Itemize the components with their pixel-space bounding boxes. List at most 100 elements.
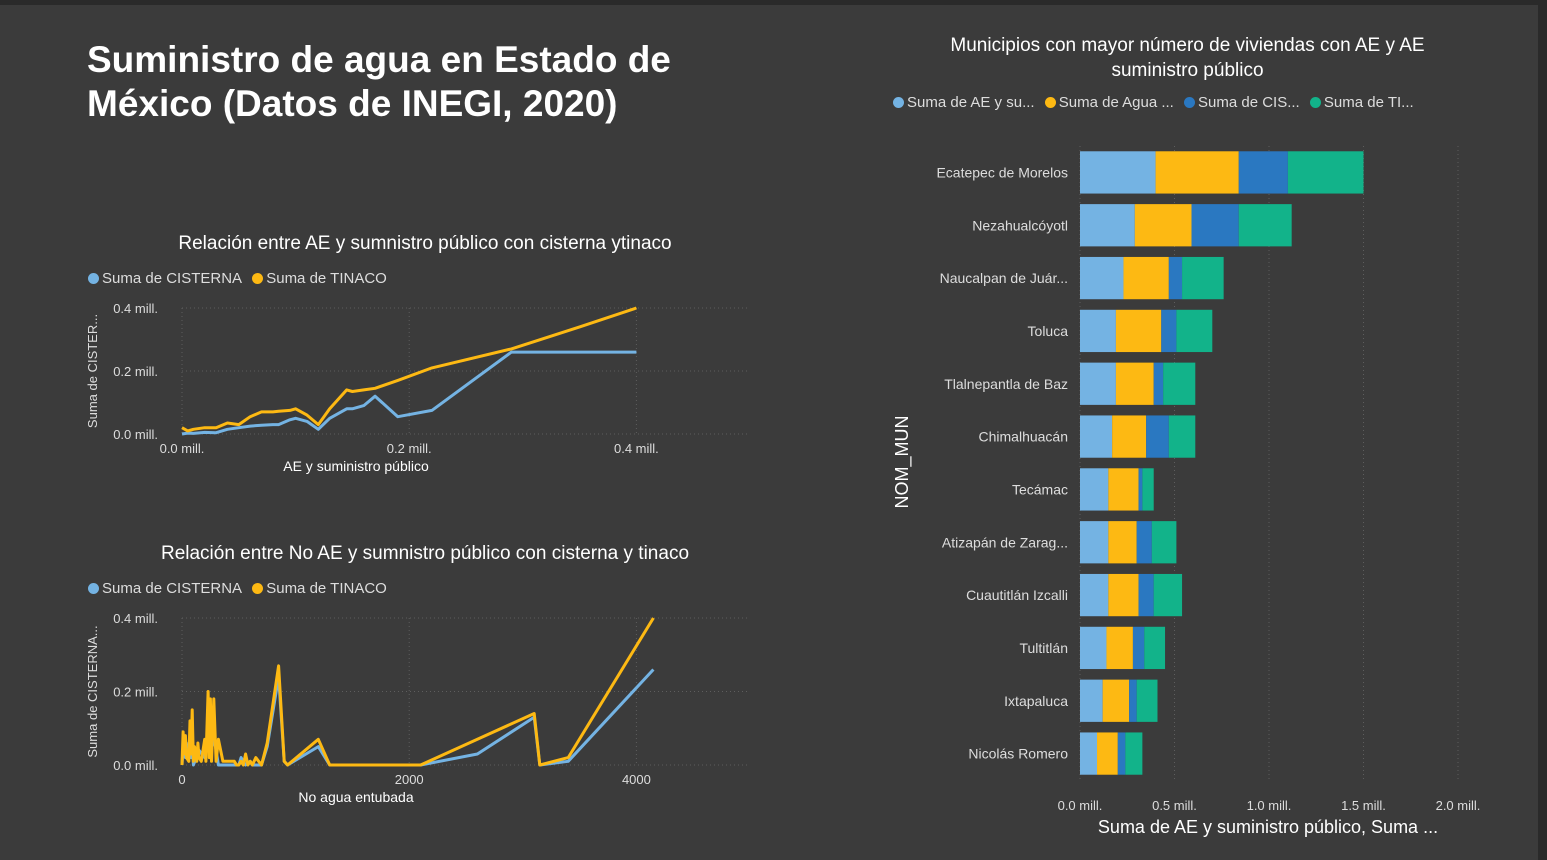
bar-segment-3 bbox=[1163, 362, 1196, 405]
bar-category-label: Nicolás Romero bbox=[968, 746, 1068, 762]
bar-category-label: Ecatepec de Morelos bbox=[936, 164, 1068, 180]
noae-chart-legend: Suma de CISTERNA Suma de TINACO bbox=[88, 580, 393, 597]
ae-x-tick-label: 0.0 mill. bbox=[160, 441, 205, 456]
bar-segment-2 bbox=[1191, 204, 1239, 247]
bar-segment-1 bbox=[1097, 732, 1118, 775]
bar-segment-1 bbox=[1155, 151, 1239, 194]
ae-series-line-1 bbox=[181, 306, 637, 433]
bar-segment-2 bbox=[1153, 362, 1164, 405]
noae-plot: 0.0 mill. 0.2 mill. 0.4 mill. 0 2000 4000 No a… bbox=[85, 611, 750, 805]
bar-segment-2 bbox=[1138, 468, 1143, 511]
bar-segment-1 bbox=[1108, 468, 1139, 511]
ae-y-tick-label: 0.2 mill. bbox=[113, 364, 158, 379]
bar-x-tick-label: 0.5 mill. bbox=[1152, 798, 1197, 813]
bar-segment-3 bbox=[1136, 679, 1158, 722]
bar-category-label: Naucalpan de Juár... bbox=[940, 270, 1068, 286]
bar-legend-ae[interactable]: Suma de AE y su... bbox=[893, 94, 1035, 111]
bar-segment-0 bbox=[1080, 468, 1109, 511]
bar-segment-2 bbox=[1168, 256, 1183, 300]
bar-category-label: Ixtapaluca bbox=[1004, 693, 1068, 709]
bar-segment-0 bbox=[1080, 679, 1103, 722]
bar-segment-2 bbox=[1129, 679, 1137, 722]
bar-segment-0 bbox=[1080, 732, 1098, 775]
noae-chart-title: Relación entre No AE y sumnistro público… bbox=[160, 543, 690, 564]
bar-chart-title: Municipios con mayor número de viviendas… bbox=[950, 35, 1425, 81]
bar-legend-ti[interactable]: Suma de TI... bbox=[1309, 94, 1414, 111]
legend-label: Suma de TINACO bbox=[266, 580, 387, 597]
bar-segment-0 bbox=[1080, 204, 1135, 247]
bar-x-tick-label: 1.5 mill. bbox=[1341, 798, 1386, 813]
ae-legend-tinaco[interactable]: Suma de TINACO bbox=[252, 270, 387, 287]
bar-segment-3 bbox=[1176, 309, 1213, 353]
bar-segment-1 bbox=[1108, 521, 1137, 564]
bar-category-label: Chimalhuacán bbox=[979, 429, 1069, 445]
legend-label: Suma de Agua ... bbox=[1058, 94, 1174, 111]
ae-y-tick-label: 0.4 mill. bbox=[113, 301, 158, 316]
bar-chart-legend: Suma de AE y su... Suma de Agua ... Suma… bbox=[893, 94, 1420, 111]
ae-plot: 0.0 mill. 0.2 mill. 0.4 mill. 0.0 mill. 0.2 … bbox=[85, 301, 750, 474]
noae-y-tick-label: 0.0 mill. bbox=[113, 758, 158, 773]
legend-dot-icon bbox=[252, 273, 264, 284]
bar-category-label: Tlalnepantla de Baz bbox=[944, 376, 1068, 392]
noae-x-tick-label: 4000 bbox=[622, 772, 651, 787]
noae-x-axis-label: No agua entubada bbox=[298, 789, 413, 805]
bar-segment-1 bbox=[1134, 204, 1192, 247]
bar-segment-1 bbox=[1102, 679, 1130, 722]
bar-segment-2 bbox=[1138, 573, 1154, 617]
noae-y-axis-label: Suma de CISTERNA... bbox=[85, 625, 100, 757]
bar-category-label: Tultitlán bbox=[1019, 640, 1068, 656]
noae-legend-tinaco[interactable]: Suma de TINACO bbox=[252, 580, 387, 597]
bar-category-label: Nezahualcóyotl bbox=[972, 217, 1068, 233]
ae-series-line-0 bbox=[181, 350, 637, 436]
bar-segment-2 bbox=[1238, 151, 1288, 194]
bar-segment-0 bbox=[1080, 626, 1107, 670]
noae-y-tick-label: 0.4 mill. bbox=[113, 611, 158, 626]
legend-dot-icon bbox=[88, 583, 99, 594]
bar-x-tick-label: 1.0 mill. bbox=[1247, 798, 1292, 813]
bar-legend-agua[interactable]: Suma de Agua ... bbox=[1044, 94, 1174, 111]
ae-y-axis-label: Suma de CISTER... bbox=[85, 314, 100, 428]
legend-dot-icon bbox=[1044, 97, 1056, 108]
bar-legend-cis[interactable]: Suma de CIS... bbox=[1184, 94, 1300, 111]
legend-label: Suma de CISTERNA bbox=[102, 580, 243, 597]
bar-segment-2 bbox=[1132, 626, 1145, 670]
bar-segment-2 bbox=[1117, 732, 1126, 775]
ae-legend-cisterna[interactable]: Suma de CISTERNA bbox=[88, 270, 242, 287]
bar-segment-1 bbox=[1106, 626, 1133, 670]
bar-segment-2 bbox=[1161, 309, 1177, 353]
noae-x-tick-label: 2000 bbox=[395, 772, 424, 787]
bar-segment-0 bbox=[1080, 151, 1156, 194]
bar-segment-3 bbox=[1287, 151, 1364, 194]
page-title: Suministro de agua en Estado de México (… bbox=[87, 39, 671, 124]
noae-legend-cisterna[interactable]: Suma de CISTERNA bbox=[88, 580, 242, 597]
legend-dot-icon bbox=[1309, 97, 1321, 108]
bar-segment-3 bbox=[1168, 415, 1196, 458]
bar-category-label: Tecámac bbox=[1012, 481, 1068, 497]
legend-dot-icon bbox=[88, 273, 99, 284]
bar-plot: 0.0 mill. 0.5 mill. 1.0 mill. 1.5 mill. 2.0 … bbox=[892, 146, 1480, 837]
ae-chart-title: Relación entre AE y sumnistro público co… bbox=[178, 233, 672, 254]
legend-label: Suma de CISTERNA bbox=[102, 270, 243, 287]
noae-series-line-0 bbox=[180, 668, 655, 767]
bar-x-tick-label: 2.0 mill. bbox=[1436, 798, 1481, 813]
ae-x-tick-label: 0.4 mill. bbox=[614, 441, 659, 456]
legend-label: Suma de TINACO bbox=[266, 270, 387, 287]
bar-segment-3 bbox=[1182, 256, 1224, 300]
bar-segment-0 bbox=[1080, 256, 1124, 300]
bar-segment-1 bbox=[1115, 362, 1154, 405]
bar-segment-3 bbox=[1151, 521, 1177, 564]
ae-x-tick-label: 0.2 mill. bbox=[387, 441, 432, 456]
bar-segment-0 bbox=[1080, 573, 1109, 617]
noae-x-tick-label: 0 bbox=[178, 772, 185, 787]
bar-segment-3 bbox=[1125, 732, 1143, 775]
legend-label: Suma de TI... bbox=[1323, 94, 1414, 111]
bar-segment-3 bbox=[1142, 468, 1154, 511]
bar-segment-0 bbox=[1080, 309, 1116, 353]
bar-x-tick-label: 0.0 mill. bbox=[1058, 798, 1103, 813]
bar-category-label: Atizapán de Zarag... bbox=[942, 534, 1068, 550]
frame-right-border bbox=[1538, 0, 1547, 860]
ae-x-axis-label: AE y suministro público bbox=[283, 458, 429, 474]
frame-top-border bbox=[0, 0, 1547, 5]
bar-segment-1 bbox=[1112, 415, 1147, 458]
